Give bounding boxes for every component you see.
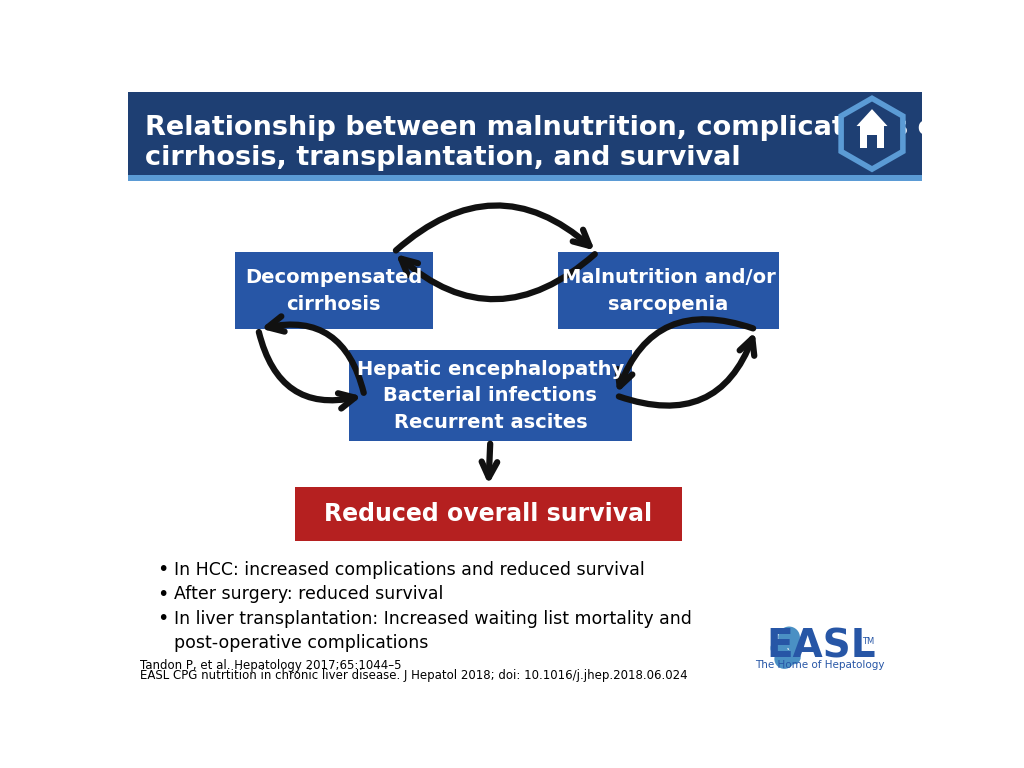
Circle shape [778, 627, 800, 648]
Text: The Home of Hepatology: The Home of Hepatology [756, 660, 885, 670]
Text: post-operative complications: post-operative complications [174, 634, 429, 653]
FancyBboxPatch shape [866, 135, 878, 147]
Polygon shape [841, 98, 903, 169]
Text: •: • [158, 609, 169, 628]
Text: Tandon P, et al. Hepatology 2017;65:1044–5: Tandon P, et al. Hepatology 2017;65:1044… [139, 658, 401, 671]
FancyBboxPatch shape [295, 487, 682, 541]
Text: Hepatic encephalopathy
Bacterial infections
Recurrent ascites: Hepatic encephalopathy Bacterial infecti… [356, 359, 624, 432]
Text: cirrhosis, transplantation, and survival: cirrhosis, transplantation, and survival [145, 144, 740, 170]
Circle shape [774, 649, 795, 669]
Text: •: • [158, 560, 169, 579]
Text: Malnutrition and/or
sarcopenia: Malnutrition and/or sarcopenia [562, 268, 775, 313]
Text: In HCC: increased complications and reduced survival: In HCC: increased complications and redu… [174, 561, 645, 578]
Text: EASL: EASL [767, 627, 877, 666]
Text: Decompensated
cirrhosis: Decompensated cirrhosis [245, 268, 422, 313]
Text: •: • [158, 584, 169, 604]
FancyBboxPatch shape [128, 175, 922, 180]
FancyBboxPatch shape [128, 92, 922, 175]
Circle shape [770, 640, 787, 657]
FancyBboxPatch shape [859, 126, 885, 147]
Text: Relationship between malnutrition, complications of: Relationship between malnutrition, compl… [145, 115, 948, 141]
FancyBboxPatch shape [558, 253, 779, 329]
FancyBboxPatch shape [349, 350, 632, 441]
Polygon shape [856, 109, 888, 126]
Text: Reduced overall survival: Reduced overall survival [325, 502, 652, 526]
Circle shape [786, 650, 801, 664]
Text: TM: TM [862, 637, 874, 647]
Circle shape [788, 639, 804, 654]
Text: EASL CPG nutrtition in chronic liver disease. J Hepatol 2018; doi: 10.1016/j.jhe: EASL CPG nutrtition in chronic liver dis… [139, 670, 687, 682]
FancyBboxPatch shape [234, 253, 432, 329]
Text: After surgery: reduced survival: After surgery: reduced survival [174, 585, 443, 603]
Text: In liver transplantation: Increased waiting list mortality and: In liver transplantation: Increased wait… [174, 610, 692, 628]
